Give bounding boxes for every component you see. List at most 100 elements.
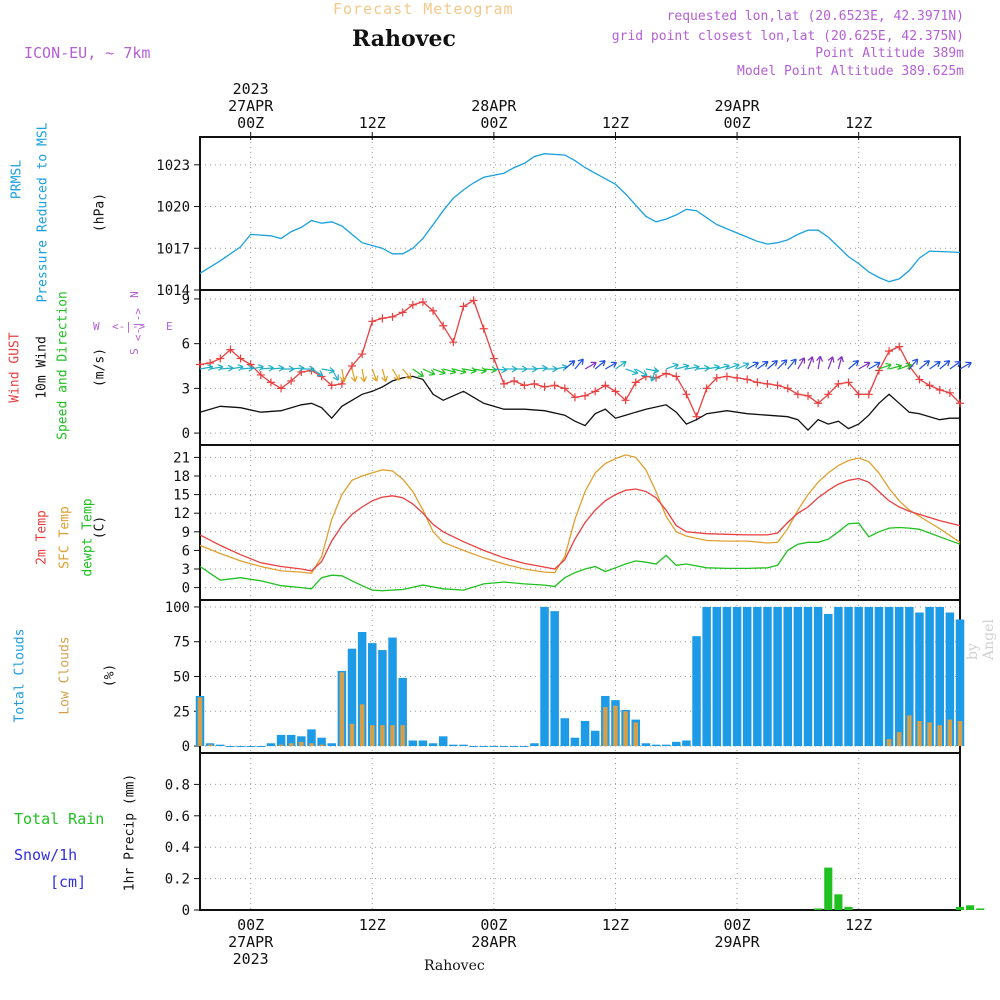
total-cloud-bar: [864, 606, 874, 747]
ytick-label-clouds: 0: [182, 739, 190, 755]
wind-arrow: [929, 360, 941, 370]
low-cloud-bar: [288, 743, 294, 747]
wind-arrow: [371, 368, 379, 382]
ytick-label-pressure: 1014: [156, 283, 190, 299]
ytick-label-pressure: 1020: [156, 200, 190, 216]
gust-marker: [560, 384, 569, 393]
total-cloud-bar: [388, 637, 397, 747]
rain-bar: [814, 908, 823, 910]
chart-title: Forecast Meteogram: [333, 0, 514, 18]
precip-label-rain: Total Rain: [14, 810, 105, 828]
dewpoint-line: [199, 522, 961, 592]
gust-marker: [550, 381, 559, 390]
wind-arrow: [615, 360, 627, 370]
wind-arrow: [848, 360, 860, 370]
gust-marker: [246, 360, 255, 369]
gust-marker: [804, 391, 812, 400]
gust-marker: [824, 390, 833, 399]
compass-we-label: <-|->: [112, 320, 146, 333]
wind-arrow: [311, 368, 324, 377]
gust-marker: [520, 381, 529, 390]
ytick-label-pressure: 1017: [156, 241, 190, 257]
time-label-top: 12Z: [602, 114, 629, 132]
wind-arrow: [726, 362, 740, 370]
low-cloud-bar: [947, 719, 953, 747]
low-cloud-bar: [400, 725, 405, 747]
total-cloud-bar: [651, 744, 661, 747]
total-cloud-bar: [753, 606, 762, 747]
gust-marker: [388, 312, 397, 321]
total-cloud-bar: [520, 746, 529, 748]
gust-marker: [733, 373, 742, 382]
total-cloud-bar: [570, 737, 580, 747]
total-cloud-bar: [226, 746, 235, 748]
total-cloud-bar: [935, 606, 944, 747]
ytick-label-clouds: 100: [165, 600, 190, 616]
gust-marker: [763, 379, 772, 388]
low-cloud-bar: [886, 739, 892, 747]
gust-marker: [530, 379, 539, 388]
temp-2m-line: [199, 477, 961, 572]
time-label-bottom: 00Z: [480, 916, 507, 934]
gust-marker: [672, 372, 681, 381]
total-cloud-bar: [925, 606, 934, 747]
gust-marker: [429, 306, 438, 315]
wind-arrow: [746, 361, 759, 370]
total-cloud-bar: [236, 746, 245, 748]
low-cloud-bar: [927, 722, 932, 747]
wind-arrow: [534, 364, 548, 372]
gust-marker: [337, 379, 346, 388]
total-cloud-bar: [560, 718, 570, 747]
total-cloud-bar: [246, 746, 255, 748]
low-cloud-bar: [907, 715, 912, 747]
total-cloud-bar: [763, 606, 772, 747]
low-cloud-bar: [309, 743, 314, 747]
gust-marker: [408, 300, 417, 309]
ytick-label-temp: 21: [173, 450, 190, 466]
gust-marker: [348, 362, 356, 371]
total-cloud-bar: [773, 606, 782, 747]
total-cloud-bar: [266, 743, 276, 747]
wind-arrow: [270, 364, 285, 372]
gust-marker: [358, 350, 367, 359]
gust-marker: [418, 297, 427, 306]
wind-arrow: [959, 361, 972, 370]
ytick-label-clouds: 25: [173, 704, 190, 720]
low-cloud-bar: [339, 672, 345, 747]
wind-arrow: [422, 368, 436, 376]
total-cloud-bar: [540, 606, 549, 747]
gust-line: [199, 299, 961, 419]
wind-arrow: [360, 368, 368, 383]
gust-marker: [885, 347, 894, 356]
time-label-top: 27APR: [228, 97, 274, 115]
wind-arrow: [816, 355, 824, 370]
time-label-bottom: 12Z: [359, 916, 386, 934]
ytick-label-precip: 0: [182, 903, 190, 919]
total-cloud-bar: [357, 631, 367, 747]
gust-marker: [611, 387, 620, 396]
low-cloud-bar: [937, 725, 942, 747]
total-cloud-bar: [276, 734, 286, 747]
total-cloud-bar: [661, 744, 671, 747]
total-cloud-bar: [256, 746, 266, 748]
time-label-bottom: 28APR: [471, 933, 517, 951]
ytick-label-temp: 0: [182, 581, 190, 597]
total-cloud-bar: [590, 730, 600, 747]
total-cloud-bar: [834, 606, 843, 747]
total-cloud-bar: [793, 606, 803, 747]
ytick-label-wind: 0: [182, 426, 190, 442]
ytick-label-precip: 0.8: [165, 777, 190, 793]
total-cloud-bar: [499, 746, 509, 748]
wind-arrow: [939, 360, 951, 370]
wind-arrow: [443, 367, 457, 375]
ytick-label-pressure: 1023: [156, 158, 190, 174]
wind-arrow: [878, 362, 892, 370]
total-cloud-bar: [509, 746, 519, 748]
location-title: Rahovec: [352, 26, 456, 52]
total-cloud-bar: [317, 737, 326, 747]
point-altitude: Point Altitude 389m: [815, 46, 964, 61]
total-cloud-bar: [408, 740, 418, 747]
panel-frame-precip: [199, 752, 961, 911]
total-cloud-bar: [307, 729, 316, 747]
total-cloud-bar: [945, 612, 955, 747]
